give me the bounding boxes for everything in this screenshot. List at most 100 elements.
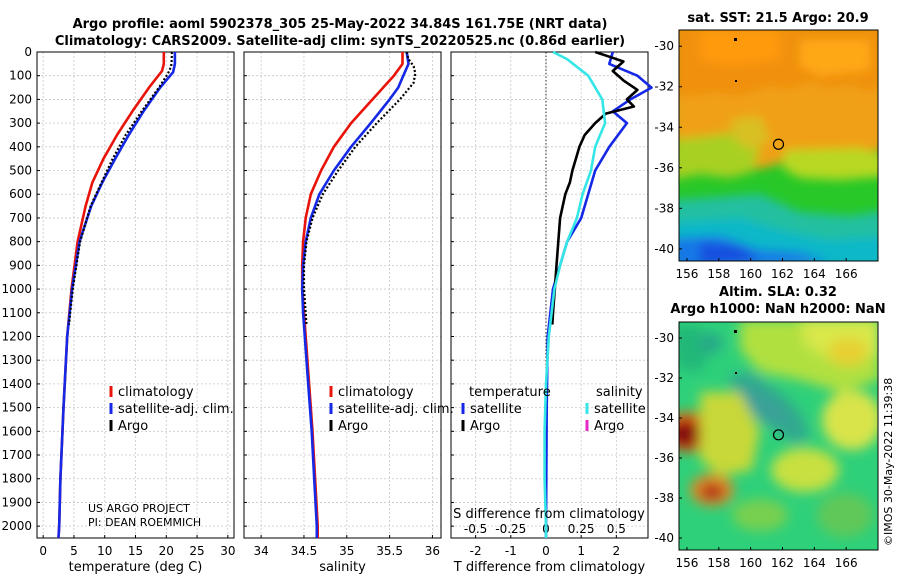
xtick-label: 10 [97,544,112,558]
ytick-label: 300 [9,116,32,130]
top-xtick-label: 0.25 [568,522,595,536]
sst-map-frame [678,29,879,262]
ytick-label: 900 [9,258,32,272]
ytick-label: 1200 [1,329,32,343]
temperature-xlabel: temperature (deg C) [69,560,203,575]
legend-climatology-label: climatology [118,385,194,400]
legend-climatology-label: climatology [338,385,414,400]
legend-s-argo-label: Argo [594,419,624,434]
ytick-label: 1700 [1,448,32,462]
map-lat-label: -34 [654,120,674,134]
ytick-label: 800 [9,235,32,249]
map-lon-label: 162 [771,556,794,570]
series-temperature-satellite [544,51,653,538]
xtick-label: 35.5 [376,544,403,558]
sla-map-title-2: Argo h1000: NaN h2000: NaN [670,302,885,317]
series-salinity-satellite [543,50,607,538]
sla-argo-location-marker [772,429,785,441]
xtick-label: 36 [425,544,440,558]
xtick-label: 34.5 [291,544,318,558]
map-lon-label: 160 [739,267,762,281]
temperature-legend: climatology satellite-adj. clim. Argo [109,385,234,434]
map-lon-label: 156 [676,267,699,281]
map-lat-label: -36 [654,161,674,175]
series-argo [67,52,173,325]
legend-satellite-label: satellite-adj. clim. [338,402,454,417]
sst-argo-location-marker [772,138,785,150]
ytick-label: 700 [9,211,32,225]
map-lat-label: -40 [654,531,674,545]
legend-argo-label: Argo [118,419,148,434]
xtick-label: 2 [613,544,621,558]
ytick-label: 0 [24,45,32,59]
map-lon-label: 160 [739,556,762,570]
xtick-label: -1 [505,544,517,558]
map-lat-label: -38 [654,491,674,505]
ytick-label: 100 [9,69,32,83]
map-lon-label: 158 [707,556,730,570]
series-satellite-adj-clim- [300,51,410,538]
project-line-1: US ARGO PROJECT [88,502,190,515]
series-argo [302,51,417,325]
ytick-label: 1900 [1,495,32,509]
map-lon-label: 162 [771,267,794,281]
xtick-label: 15 [128,544,143,558]
ytick-label: 500 [9,164,32,178]
ytick-label: 200 [9,92,32,106]
ytick-label: 2000 [1,519,32,533]
map-lat-label: -34 [654,411,674,425]
xtick-label: 30 [220,544,235,558]
map-lat-label: -38 [654,201,674,215]
ytick-label: 1300 [1,353,32,367]
series-temperature-argo [551,50,639,325]
map-lon-label: 158 [707,267,730,281]
top-xtick-label: -0.25 [495,522,526,536]
salinity-legend: climatology satellite-adj. clim. Argo [329,385,454,434]
ytick-label: 400 [9,140,32,154]
xtick-label: 0 [542,544,550,558]
top-xtick-label: -0.5 [464,522,487,536]
series-climatology [300,52,404,538]
map-lat-label: -36 [654,451,674,465]
ytick-label: 1000 [1,282,32,296]
ytick-label: 1100 [1,306,32,320]
sla-field [679,322,878,550]
xtick-label: 25 [189,544,204,558]
map-lon-label: 164 [803,556,826,570]
sla-map-title-1: Altim. SLA: 0.32 [719,285,837,300]
legend-s-satellite-label: satellite [594,402,646,417]
difference-xlabel: T difference from climatology [453,560,646,575]
sst-field [679,30,878,261]
legend-temperature-header: temperature [469,385,551,400]
xtick-label: -2 [470,544,482,558]
legend-t-argo-label: Argo [470,419,500,434]
xtick-label: 34 [253,544,268,558]
sla-map: Altim. SLA: 0.32 Argo h1000: NaN h2000: … [654,285,885,570]
difference-top-xlabel: S difference from climatology [453,507,645,522]
xtick-label: 5 [70,544,78,558]
difference-legend: temperature satellite Argo salinity sate… [461,385,646,434]
temperature-panel: 0100200300400500600700800900100011001200… [1,45,235,575]
xtick-label: 0 [39,544,47,558]
salinity-xlabel: salinity [319,560,366,575]
salinity-panel: 34 34.5 35 35.5 36 salinity climatology sate… [243,51,454,575]
sst-map: sat. SST: 21.5 Argo: 20.9 [654,11,879,281]
sla-map-frame [678,321,879,551]
top-xtick-label: 0.5 [607,522,626,536]
difference-axes-box [450,51,649,539]
ytick-label: 1800 [1,472,32,486]
legend-salinity-header: salinity [596,385,643,400]
xtick-label: 35 [339,544,354,558]
legend-satellite-label: satellite-adj. clim. [118,402,234,417]
map-lon-label: 156 [676,556,699,570]
map-lon-label: 166 [835,556,858,570]
title-line-1: Argo profile: aoml 5902378_305 25-May-20… [73,17,608,32]
map-lat-label: -30 [654,39,674,53]
map-lat-label: -40 [654,242,674,256]
difference-panel: -2 -1 0 1 2 -0.5 -0.25 0 0.25 0.5 T difference f… [450,50,653,575]
series-satellite-adj-clim- [57,52,177,539]
ytick-label: 1400 [1,377,32,391]
sst-map-title: sat. SST: 21.5 Argo: 20.9 [687,11,868,26]
xtick-label: 20 [159,544,174,558]
